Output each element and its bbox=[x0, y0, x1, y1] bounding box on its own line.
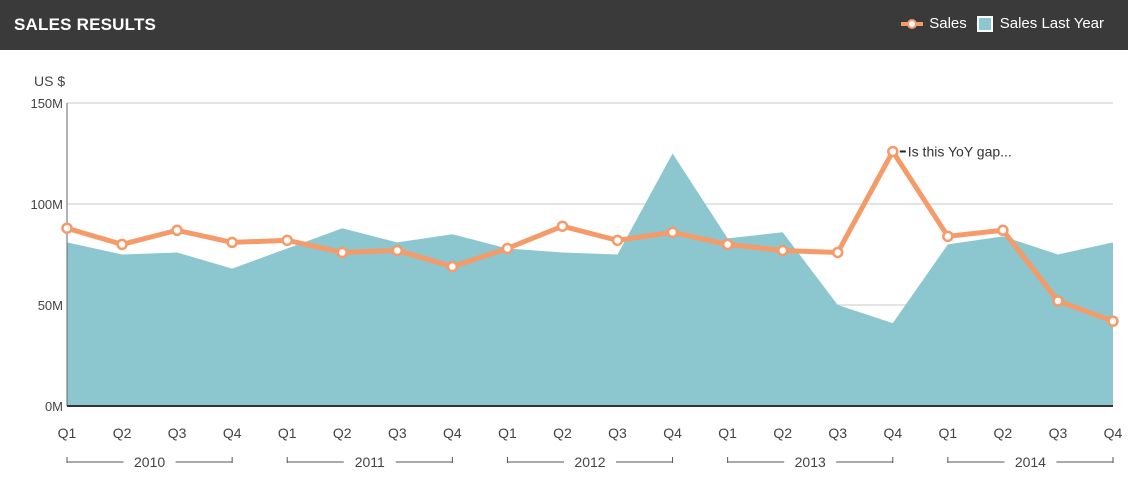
legend-label-sales-last-year: Sales Last Year bbox=[999, 15, 1104, 32]
sales-last-year-area bbox=[67, 153, 1113, 406]
sales-point bbox=[776, 244, 789, 257]
sales-point bbox=[281, 234, 293, 247]
x-tick-label: Q1 bbox=[498, 425, 517, 441]
sales-point bbox=[831, 246, 844, 259]
x-tick-label: Q4 bbox=[223, 425, 242, 441]
year-group-label: 2010 bbox=[134, 454, 165, 470]
annotation-text: Is this YoY gap... bbox=[908, 143, 1012, 159]
sales-point bbox=[226, 236, 238, 249]
sales-point bbox=[997, 224, 1009, 237]
x-tick-label: Q3 bbox=[1049, 425, 1068, 441]
chart-title: SALES RESULTS bbox=[14, 15, 157, 34]
sales-point bbox=[116, 238, 128, 251]
x-tick-label: Q3 bbox=[388, 425, 407, 441]
x-tick-label: Q2 bbox=[994, 425, 1013, 441]
x-tick-label: Q3 bbox=[828, 425, 847, 441]
x-tick-label: Q3 bbox=[608, 425, 627, 441]
year-group-label: 2013 bbox=[795, 454, 826, 470]
legend-dot-swatch bbox=[907, 18, 918, 29]
sales-point bbox=[391, 244, 404, 257]
x-tick-label: Q4 bbox=[663, 425, 682, 441]
sales-point bbox=[942, 230, 954, 243]
sales-point bbox=[61, 222, 73, 234]
x-tick-label: Q2 bbox=[333, 425, 352, 441]
sales-point bbox=[666, 226, 679, 239]
sales-point bbox=[171, 224, 183, 237]
sales-point bbox=[336, 246, 349, 259]
year-group-label: 2012 bbox=[574, 454, 605, 470]
y-tick-label: 150M bbox=[30, 96, 63, 111]
sales-line bbox=[64, 148, 1116, 324]
sales-point bbox=[887, 145, 899, 158]
area-swatch-icon bbox=[976, 15, 993, 32]
sales-point bbox=[501, 242, 514, 255]
x-tick-label: Q1 bbox=[938, 425, 957, 441]
legend-item-sales-last-year[interactable]: Sales Last Year bbox=[976, 15, 1104, 32]
sales-point bbox=[721, 238, 734, 251]
chart-header: SALES RESULTS Sales Sales Last Year bbox=[0, 0, 1128, 50]
y-tick-label: 0M bbox=[45, 399, 63, 414]
sales-point bbox=[446, 260, 459, 273]
sales-chart: US $ 0M 50M 100M 150M Is this YoY gap... Q1 Q2 Q… bbox=[30, 73, 1123, 470]
year-group-label: 2011 bbox=[355, 454, 385, 470]
legend-label-sales: Sales bbox=[929, 15, 967, 32]
x-tick-label: Q2 bbox=[113, 425, 132, 441]
y-axis-label: US $ bbox=[34, 73, 65, 89]
x-tick-label: Q3 bbox=[168, 425, 187, 441]
x-tick-label: Q4 bbox=[1104, 425, 1123, 441]
legend-item-sales[interactable]: Sales bbox=[901, 15, 967, 32]
x-tick-label: Q2 bbox=[773, 425, 792, 441]
sales-point bbox=[556, 220, 569, 232]
chart-legend: Sales Sales Last Year bbox=[891, 15, 1104, 32]
line-marker-icon bbox=[901, 16, 924, 32]
sales-point bbox=[611, 234, 624, 247]
x-tick-label: Q2 bbox=[553, 425, 572, 441]
x-tick-label: Q4 bbox=[883, 425, 902, 441]
x-tick-label: Q1 bbox=[278, 425, 297, 441]
x-tick-label: Q1 bbox=[58, 425, 77, 441]
sales-point bbox=[1052, 295, 1064, 307]
x-tick-label: Q4 bbox=[443, 425, 462, 441]
sales-point bbox=[1107, 315, 1119, 327]
y-tick-label: 100M bbox=[30, 197, 63, 212]
x-tick-label: Q1 bbox=[718, 425, 737, 441]
y-tick-label: 50M bbox=[38, 298, 63, 313]
year-group-label: 2014 bbox=[1015, 454, 1046, 470]
